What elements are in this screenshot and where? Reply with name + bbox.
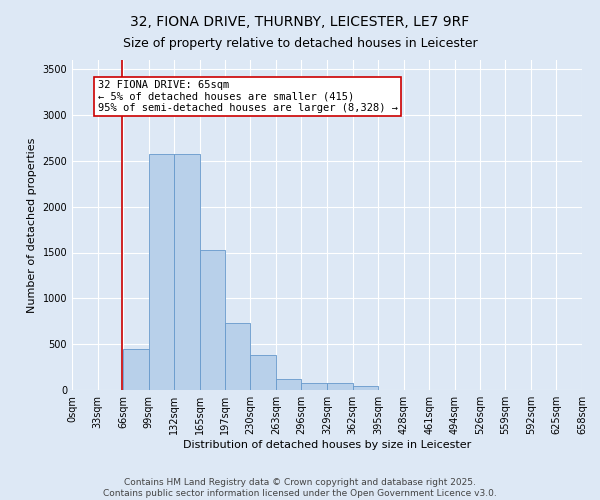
Bar <box>200 250 224 390</box>
Bar <box>175 154 200 390</box>
Text: Contains HM Land Registry data © Crown copyright and database right 2025.
Contai: Contains HM Land Registry data © Crown c… <box>103 478 497 498</box>
Bar <box>327 383 353 390</box>
Bar <box>224 323 250 390</box>
Bar <box>250 355 276 390</box>
Bar <box>301 383 327 390</box>
X-axis label: Distribution of detached houses by size in Leicester: Distribution of detached houses by size … <box>183 440 471 450</box>
Text: 32, FIONA DRIVE, THURNBY, LEICESTER, LE7 9RF: 32, FIONA DRIVE, THURNBY, LEICESTER, LE7… <box>130 15 470 29</box>
Y-axis label: Number of detached properties: Number of detached properties <box>27 138 37 312</box>
Bar <box>123 349 149 390</box>
Bar <box>276 378 301 390</box>
Bar <box>353 386 378 390</box>
Text: Size of property relative to detached houses in Leicester: Size of property relative to detached ho… <box>122 38 478 51</box>
Text: 32 FIONA DRIVE: 65sqm
← 5% of detached houses are smaller (415)
95% of semi-deta: 32 FIONA DRIVE: 65sqm ← 5% of detached h… <box>98 80 398 114</box>
Bar <box>149 154 175 390</box>
